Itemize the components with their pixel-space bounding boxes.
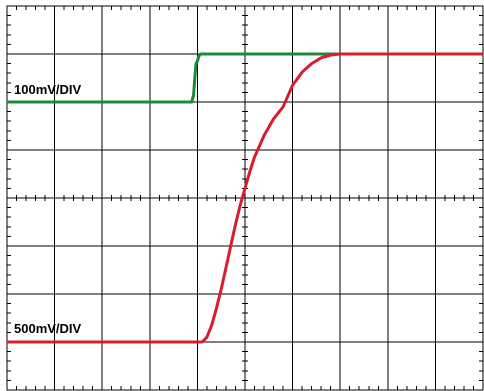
graticule — [6, 5, 484, 391]
trace-line-red — [7, 52, 483, 344]
trace-line-green — [7, 52, 483, 104]
traces — [7, 52, 483, 344]
trace-labels: 100mV/DIV 500mV/DIV — [14, 82, 82, 336]
trace-label-red: 500mV/DIV — [14, 321, 82, 336]
trace-label-green: 100mV/DIV — [14, 82, 82, 97]
